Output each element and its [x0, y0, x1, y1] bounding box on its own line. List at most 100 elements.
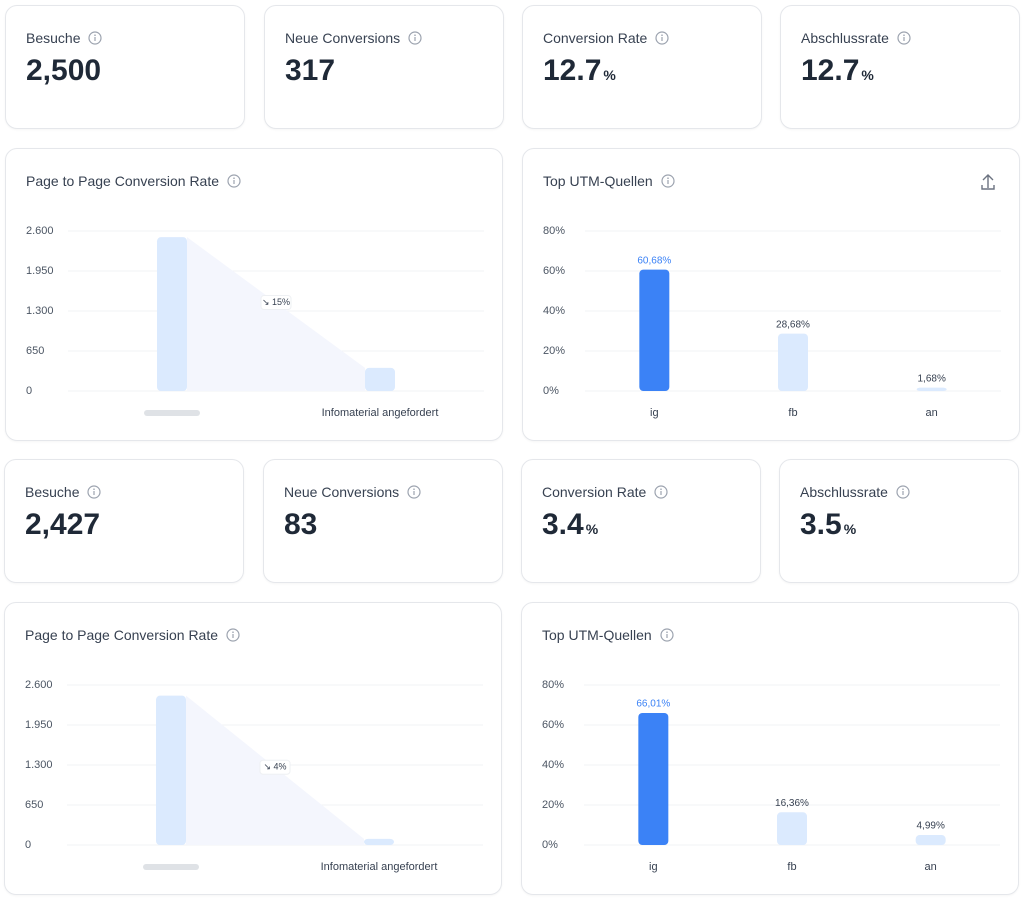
info-dot: [93, 488, 96, 490]
kpi-card: Besuche 2,427: [4, 459, 244, 583]
info-circle: [408, 31, 422, 45]
info-icon: [407, 485, 421, 499]
export-icon[interactable]: [981, 174, 995, 190]
bar: [364, 838, 394, 845]
kpi-value-box: 2,500: [26, 54, 101, 88]
chart-title: Page to Page Conversion Rate: [25, 627, 219, 643]
x-tick-label: Infomaterial angefordert: [322, 407, 439, 419]
info-dot: [661, 34, 664, 36]
info-icon: [226, 628, 240, 642]
kpi-header: Abschlussrate: [801, 30, 911, 46]
info-circle: [88, 31, 103, 45]
info-icon: [661, 174, 675, 188]
bar: [915, 835, 946, 845]
info-circle: [87, 485, 102, 499]
kpi-unit: %: [843, 521, 857, 537]
kpi-label: Besuche: [25, 484, 80, 500]
chart-header: Top UTM-Quellen: [543, 173, 675, 189]
kpi-value-box: 3.5%: [800, 508, 856, 542]
chart: 0% 20% 40% 60% 80% 60,68% ig 28,68% fb 1,68% an: [543, 174, 1001, 419]
funnel-area: [187, 237, 365, 391]
info-circle: [896, 485, 910, 499]
info-circle: [227, 174, 241, 188]
kpi-card: Conversion Rate 12.7%: [522, 5, 762, 129]
kpi-header: Besuche: [25, 484, 102, 500]
y-tick-label: 40%: [543, 305, 565, 317]
y-tick-label: 650: [26, 345, 44, 357]
kpi-header: Besuche: [26, 30, 103, 46]
kpi-value-box: 12.7%: [801, 54, 874, 88]
kpi-value-box: 317: [285, 54, 335, 88]
info-circle: [897, 31, 911, 45]
export-arrow: [982, 174, 994, 188]
kpi-card: Abschlussrate 12.7%: [780, 5, 1020, 129]
info-dot: [414, 34, 416, 36]
x-tick-label: ig: [649, 861, 658, 873]
kpi-header: Neue Conversions: [284, 484, 421, 500]
kpi-value: 3.4: [542, 508, 584, 541]
info-icon: [654, 485, 668, 499]
y-tick-label: 60%: [542, 719, 564, 731]
export-tray: [981, 185, 995, 190]
bar: [157, 237, 187, 391]
bar: [639, 269, 670, 391]
info-dot: [666, 177, 669, 179]
info-circle: [226, 628, 240, 642]
bar: [638, 712, 669, 845]
x-tick-label: fb: [787, 861, 796, 873]
annotation: ↘ 4%: [263, 762, 286, 772]
kpi-card: Abschlussrate 3.5%: [779, 459, 1019, 583]
y-tick-label: 60%: [543, 265, 565, 277]
chart-title: Top UTM-Quellen: [543, 173, 653, 189]
chart-header: Page to Page Conversion Rate: [26, 173, 241, 189]
kpi-header: Conversion Rate: [542, 484, 668, 500]
redacted-label: [144, 410, 200, 416]
chart: 0 650 1.300 1.950 2.600 ↘ 15% Infomaterial ang…: [26, 225, 484, 419]
info-icon: [408, 31, 422, 45]
kpi-label: Besuche: [26, 30, 81, 46]
y-tick-label: 1.950: [26, 265, 54, 277]
kpi-label: Conversion Rate: [543, 30, 648, 46]
kpi-card: Conversion Rate 3.4%: [521, 459, 761, 583]
x-tick-label: fb: [788, 407, 797, 419]
bar: [778, 333, 808, 391]
kpi-label: Neue Conversions: [285, 30, 401, 46]
kpi-unit: %: [603, 67, 616, 83]
chart-card: 0 650 1.300 1.950 2.600 ↘ 15% Infomaterial ang…: [5, 148, 503, 441]
redacted-label: [143, 864, 199, 870]
x-tick-label: Infomaterial angefordert: [321, 861, 438, 873]
bar: [156, 695, 186, 845]
y-tick-label: 0%: [542, 839, 558, 851]
kpi-label: Conversion Rate: [542, 484, 647, 500]
kpi-label: Abschlussrate: [800, 484, 888, 500]
chart-title: Top UTM-Quellen: [542, 627, 652, 643]
info-icon: [87, 485, 102, 499]
y-tick-label: 2.600: [26, 225, 54, 237]
info-dot: [94, 34, 97, 36]
info-dot: [413, 488, 415, 490]
kpi-card: Neue Conversions 317: [264, 5, 504, 129]
y-tick-label: 1.300: [25, 759, 53, 771]
info-icon: [896, 485, 910, 499]
value-label: 60,68%: [637, 255, 671, 266]
chart-card: 0% 20% 40% 60% 80% 60,68% ig 28,68% fb 1,68% an Top…: [522, 148, 1020, 441]
kpi-value: 12.7: [801, 54, 860, 87]
annotation: ↘ 15%: [262, 297, 290, 307]
chart: 0 650 1.300 1.950 2.600 ↘ 4% Infomaterial ange…: [25, 679, 483, 873]
info-circle: [660, 628, 674, 642]
annotation-box: [259, 759, 291, 775]
info-icon: [655, 31, 669, 45]
y-tick-label: 0%: [543, 385, 559, 397]
x-tick-label: an: [925, 861, 937, 873]
value-label: 1,68%: [917, 373, 945, 384]
chart-card: 0 650 1.300 1.950 2.600 ↘ 4% Infomaterial ange…: [4, 602, 502, 895]
info-dot: [903, 34, 905, 36]
info-circle: [654, 485, 668, 499]
info-icon: [88, 31, 103, 45]
info-icon: [897, 31, 911, 45]
value-label: 4,99%: [916, 821, 944, 832]
kpi-value-box: 83: [284, 508, 317, 542]
kpi-value: 2,427: [25, 508, 101, 541]
y-tick-label: 650: [25, 799, 43, 811]
kpi-unit: %: [861, 67, 874, 83]
